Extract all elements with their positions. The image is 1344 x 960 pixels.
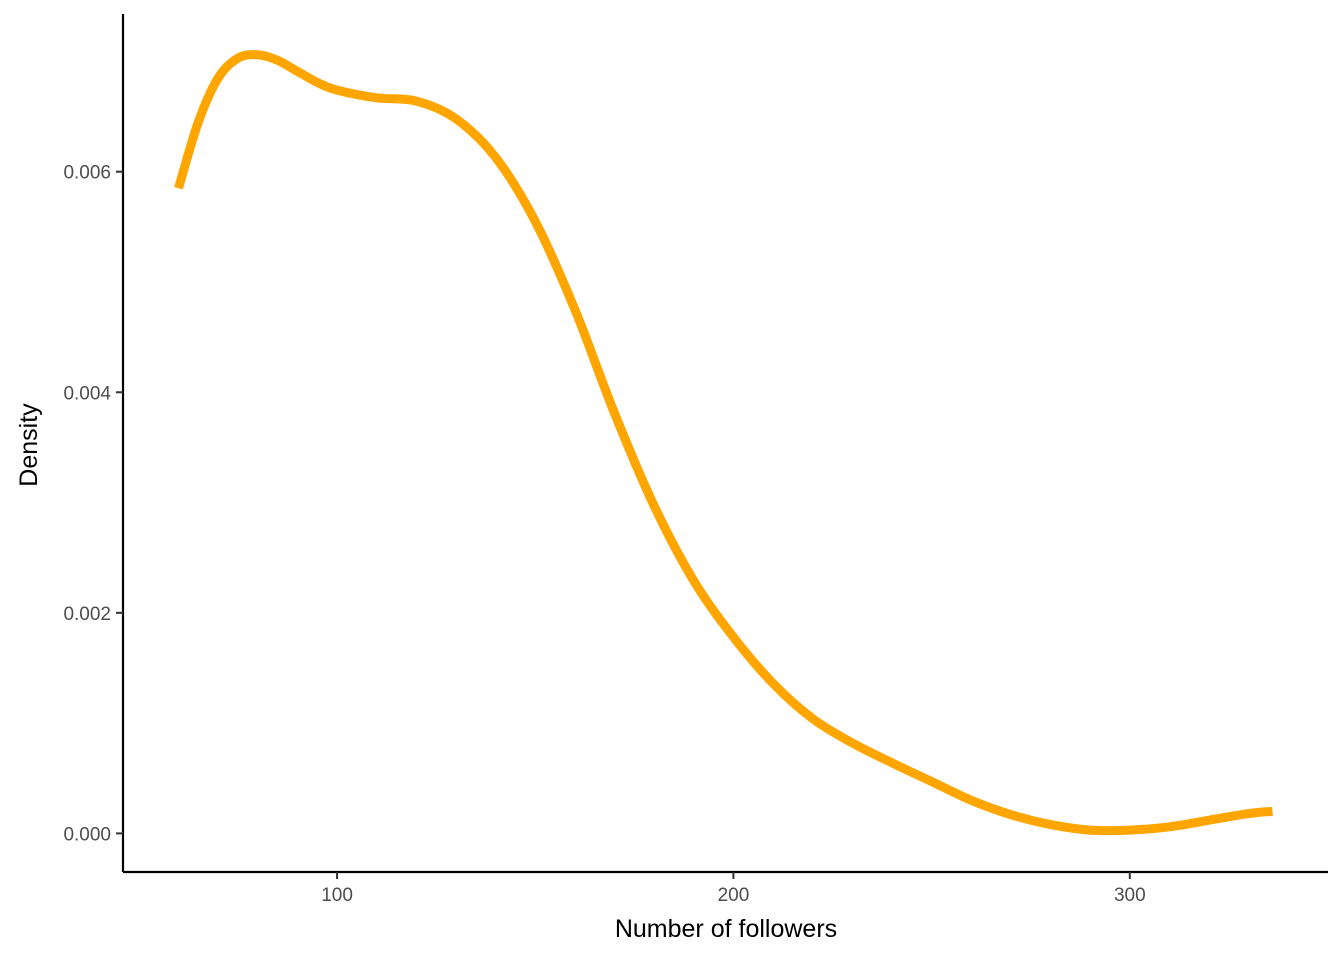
x-tick-label: 300 — [1114, 885, 1146, 906]
x-tick-label: 100 — [321, 885, 353, 906]
y-tick-label: 0.000 — [63, 824, 111, 845]
y-tick-label: 0.004 — [63, 383, 111, 404]
y-tick-label: 0.006 — [63, 163, 111, 184]
series-group — [174, 50, 1273, 836]
x-tick-label: 200 — [718, 885, 750, 906]
y-axis: 0.000 0.002 0.004 0.006 — [63, 14, 125, 872]
x-axis: 100 200 300 — [123, 870, 1328, 906]
y-tick-label: 0.002 — [63, 604, 111, 625]
density-curve — [174, 50, 1273, 836]
x-axis-title: Number of followers — [615, 915, 837, 943]
y-axis-title: Density — [15, 403, 43, 487]
